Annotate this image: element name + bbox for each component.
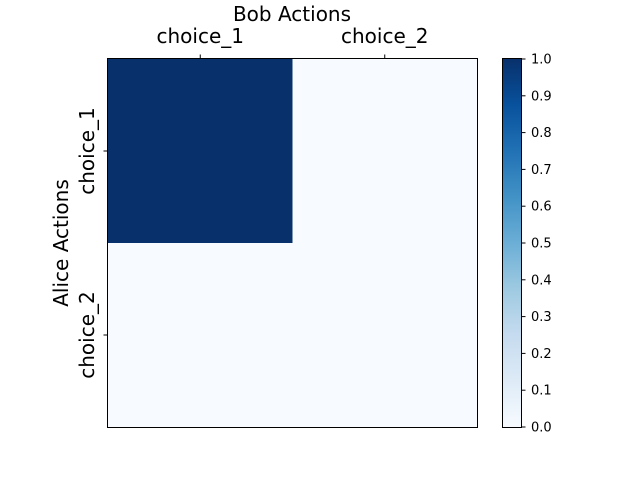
heatmap-cell	[108, 59, 293, 244]
colorbar-gradient	[502, 58, 522, 428]
heatmap-cell	[292, 243, 478, 428]
colorbar-tick-label: 0.9	[531, 89, 552, 104]
colorbar-tick-label: 0.2	[531, 347, 552, 362]
plot-frame	[107, 58, 478, 428]
colorbar-tick-label: 0.4	[531, 273, 552, 288]
heatmap-cell	[292, 59, 478, 244]
x-tick-label: choice_2	[341, 24, 429, 48]
y-axis-ticks: choice_1 choice_2	[75, 107, 108, 379]
x-axis-ticks: choice_1 choice_2	[157, 24, 429, 59]
heatmap-cells	[108, 59, 478, 428]
colorbar-ticks: 0.0 0.1 0.2 0.3 0.4 0.5 0.6 0.7 0.8 0.9 1.0	[521, 53, 552, 436]
colorbar-tick-label: 0.1	[531, 384, 552, 399]
colorbar-tick-label: 0.6	[531, 200, 552, 215]
colorbar: 0.0 0.1 0.2 0.3 0.4 0.5 0.6 0.7 0.8 0.9 1.0	[502, 53, 552, 436]
colorbar-tick-label: 0.0	[531, 421, 552, 436]
colorbar-tick-label: 0.3	[531, 310, 552, 325]
y-axis-label: Alice Actions	[49, 179, 73, 307]
heatmap-cell	[108, 243, 293, 428]
x-tick-label: choice_1	[157, 24, 245, 48]
colorbar-tick-label: 0.5	[531, 237, 552, 252]
colorbar-tick-label: 1.0	[531, 53, 552, 68]
colorbar-tick-label: 0.8	[531, 126, 552, 141]
y-tick-label: choice_2	[75, 291, 99, 379]
x-axis-label: Bob Actions	[233, 2, 351, 26]
y-tick-label: choice_1	[75, 107, 99, 195]
colorbar-tick-label: 0.7	[531, 163, 552, 178]
